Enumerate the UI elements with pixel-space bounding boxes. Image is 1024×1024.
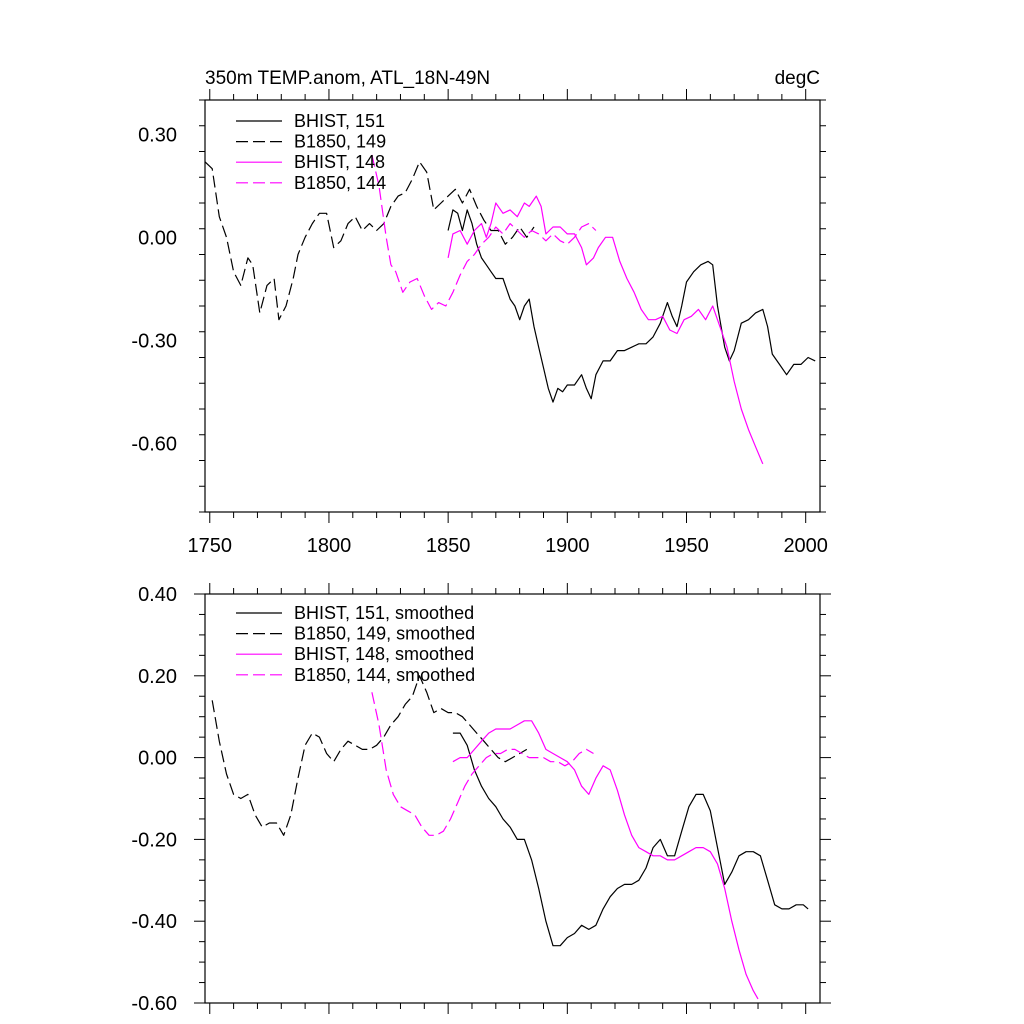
top-plot-area: 1750 1800 1850 1900 1950 2000 0.30 0.00 -0.30 -0.… [131, 89, 828, 557]
series-group [211, 675, 809, 1000]
series-line-1 [211, 675, 528, 836]
top-panel: 350m TEMP.anom, ATL_18N-49N degC 1750 180… [131, 68, 828, 557]
series-group [205, 154, 816, 465]
series-line-0 [452, 732, 809, 947]
legend-label: BHIST, 148, smoothed [294, 644, 474, 664]
y-tick-label: 0.30 [138, 124, 177, 146]
y-tick-label: 0.40 [138, 584, 177, 606]
x-tick-label: 1950 [664, 535, 709, 557]
bottom-panel: 0.40 0.20 0.00 -0.20 -0.40 -0.60 BHIST, 151, s… [131, 583, 831, 1015]
x-tick-label: 2000 [783, 535, 828, 557]
legend-label: BHIST, 151, smoothed [294, 603, 474, 623]
legend-label: B1850, 144, smoothed [294, 665, 475, 685]
y-tick-label: 0.00 [138, 227, 177, 249]
y-tick-label: -0.30 [131, 330, 177, 352]
x-tick-label: 1750 [188, 535, 233, 557]
series-line-2 [447, 195, 764, 465]
legend-label: BHIST, 151 [294, 111, 385, 131]
legend-label: B1850, 144 [294, 173, 386, 193]
y-tick-label: 0.00 [138, 748, 177, 770]
y-tick-label: -0.60 [131, 993, 177, 1015]
series-line-2 [452, 720, 759, 1000]
y-tick-label: -0.20 [131, 829, 177, 851]
series-line-1 [205, 161, 535, 321]
y-tick-label: -0.60 [131, 433, 177, 455]
legend-label: B1850, 149 [294, 132, 386, 152]
x-tick-label: 1900 [545, 535, 590, 557]
x-tick-label: 1850 [426, 535, 471, 557]
series-line-3 [371, 154, 597, 310]
series-line-3 [371, 692, 594, 836]
legend-label: B1850, 149, smoothed [294, 624, 475, 644]
top-chart-units: degC [775, 68, 820, 89]
y-tick-label: 0.20 [138, 666, 177, 688]
series-line-0 [447, 209, 816, 403]
x-tick-label: 1800 [307, 535, 352, 557]
legend-label: BHIST, 148 [294, 152, 385, 172]
y-tick-label: -0.40 [131, 911, 177, 933]
top-chart-title: 350m TEMP.anom, ATL_18N-49N [205, 68, 490, 89]
bottom-plot-area: 0.40 0.20 0.00 -0.20 -0.40 -0.60 BHIST, 151, s… [131, 583, 831, 1015]
